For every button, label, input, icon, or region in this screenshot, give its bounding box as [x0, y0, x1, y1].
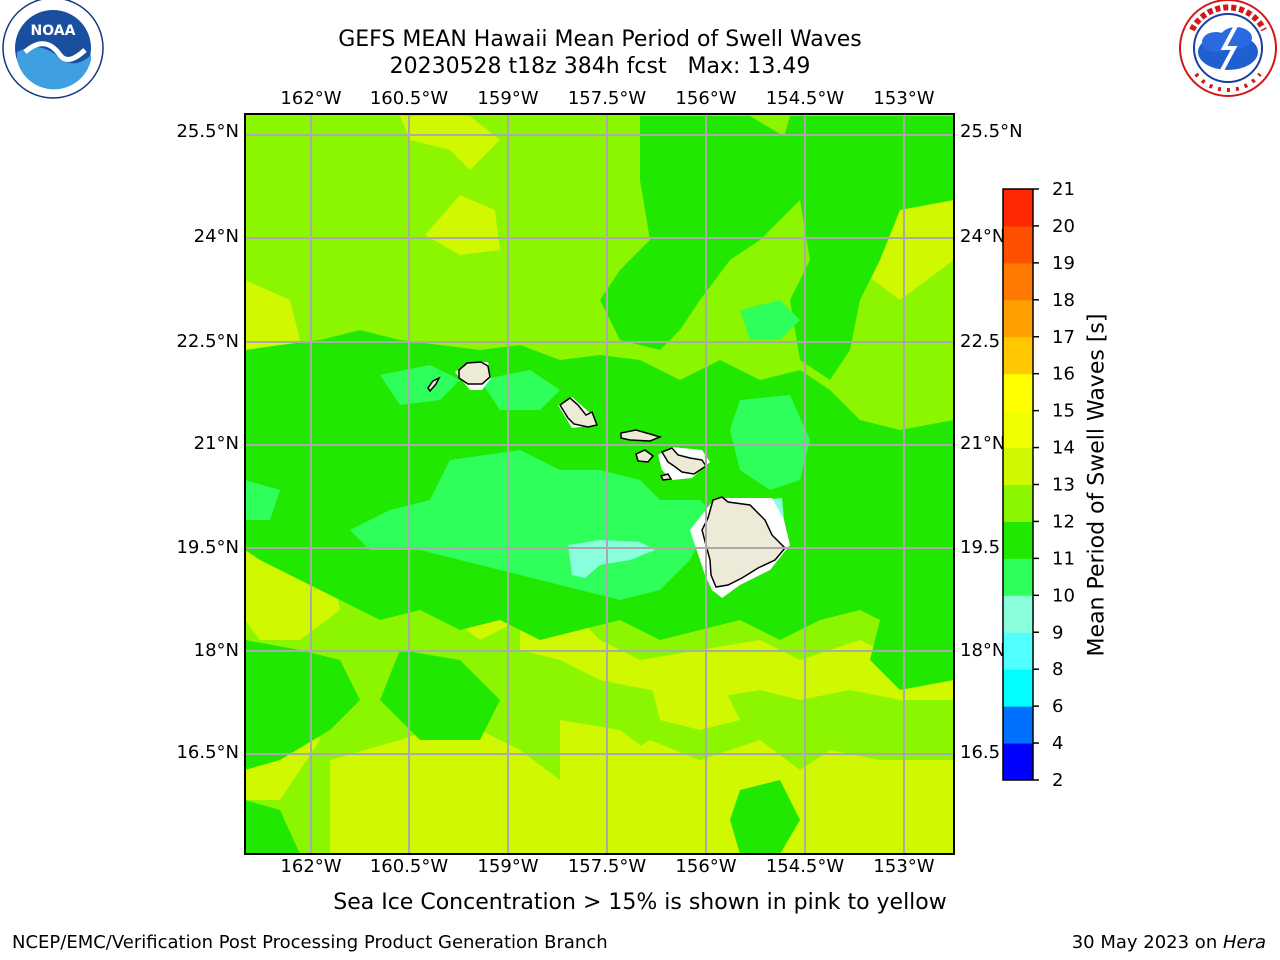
colorbar-tick-label: 2	[1052, 770, 1063, 791]
colorbar-segment	[1003, 521, 1033, 559]
land-islands	[427, 361, 787, 588]
colorbar-segment	[1003, 410, 1033, 449]
island-oahu	[558, 397, 599, 428]
colorbar-tick-label: 16	[1052, 364, 1075, 385]
lat-label-right: 18°N	[960, 640, 1006, 661]
colorbar-tick-label: 18	[1052, 290, 1075, 311]
colorbar-tick-label: 17	[1052, 327, 1075, 348]
island-kahoolawe	[659, 473, 673, 481]
lat-label-right: 25.5°N	[960, 121, 1023, 142]
colorbar-segment	[1003, 373, 1033, 412]
island-molokai	[620, 429, 663, 442]
footer-date-text: 30 May 2023 on	[1071, 932, 1223, 953]
lat-label-left: 21°N	[193, 433, 239, 454]
colorbar-tick-label: 11	[1052, 548, 1075, 569]
colorbar-segment	[1003, 225, 1033, 264]
lon-label-top: 156°W	[675, 88, 737, 109]
colorbar-tick-label: 14	[1052, 438, 1075, 459]
noaa-logo-icon: NOAA	[2, 0, 104, 99]
island-kauai	[458, 361, 491, 385]
colorbar-tick-label: 19	[1052, 253, 1075, 274]
grid-lines	[245, 114, 954, 854]
lat-label-left: 25.5°N	[176, 121, 239, 142]
lat-label-right: 16.5	[960, 742, 1001, 763]
chart-title: GEFS MEAN Hawaii Mean Period of Swell Wa…	[338, 27, 862, 52]
lat-label-left: 18°N	[193, 640, 239, 661]
chart-subtitle: 20230528 t18z 384h fcst Max: 13.49	[389, 54, 811, 79]
lat-label-right: 19.5	[960, 537, 1001, 558]
colorbar-tick-label: 6	[1052, 696, 1063, 717]
contour-10-11	[245, 300, 810, 600]
footer-date: 30 May 2023 on Hera	[1072, 932, 1266, 953]
colorbar-tick-label: 20	[1052, 216, 1075, 237]
colorbar-tick-label: 21	[1052, 179, 1075, 200]
lon-label-bottom: 160.5°W	[369, 856, 449, 877]
lat-label-left: 16.5°N	[176, 742, 239, 763]
lat-label-right: 21°N	[960, 433, 1006, 454]
colorbar-segment	[1003, 595, 1033, 633]
lon-label-bottom: 153°W	[873, 856, 935, 877]
sea-ice-note: Sea Ice Concentration > 15% is shown in …	[333, 890, 947, 915]
nws-logo-icon	[1179, 0, 1277, 97]
footer-host: Hera	[1222, 932, 1266, 953]
colorbar-segment	[1003, 632, 1033, 670]
colorbar-segment	[1003, 743, 1033, 781]
colorbar-segment	[1003, 189, 1033, 227]
lon-label-bottom: 159°W	[477, 856, 539, 877]
lat-label-right: 24°N	[960, 226, 1006, 247]
map-frame	[244, 113, 955, 855]
colorbar-tick-label: 9	[1052, 622, 1063, 643]
noaa-logo-text: NOAA	[31, 23, 76, 39]
island-lanai	[635, 449, 655, 463]
colorbar-segment	[1003, 262, 1033, 301]
lon-label-top: 160.5°W	[369, 88, 449, 109]
colorbar-segment	[1003, 447, 1033, 485]
colorbar-segment	[1003, 669, 1033, 707]
lon-label-bottom: 162°W	[280, 856, 342, 877]
colorbar-segment	[1003, 558, 1033, 596]
lat-label-left: 22.5°N	[176, 331, 239, 352]
colorbar-label: Mean Period of Swell Waves [s]	[1084, 313, 1110, 657]
lat-label-left: 24°N	[193, 226, 239, 247]
colorbar-tick-label: 8	[1052, 659, 1063, 680]
colorbar-tick-label: 10	[1052, 585, 1075, 606]
colorbar-segment	[1003, 336, 1033, 375]
lat-label-right: 22.5	[960, 331, 1001, 352]
lon-label-bottom: 154.5°W	[765, 856, 845, 877]
colorbar-tick-label: 12	[1052, 511, 1075, 532]
lon-label-top: 162°W	[280, 88, 342, 109]
colorbar-segment	[1003, 706, 1033, 744]
lon-label-top: 159°W	[477, 88, 539, 109]
island-niihau	[427, 376, 441, 393]
colorbar-tick-label: 4	[1052, 733, 1063, 754]
lon-label-top: 157.5°W	[567, 88, 647, 109]
lon-label-top: 153°W	[873, 88, 935, 109]
colorbar-tick-label: 13	[1052, 475, 1075, 496]
colorbar-segment	[1003, 299, 1033, 338]
colorbar-tick-label: 15	[1052, 401, 1075, 422]
lat-label-left: 19.5°N	[176, 537, 239, 558]
colorbar-segment	[1003, 484, 1033, 522]
lon-label-top: 154.5°W	[765, 88, 845, 109]
lon-label-bottom: 157.5°W	[567, 856, 647, 877]
footer-credit: NCEP/EMC/Verification Post Processing Pr…	[12, 932, 608, 953]
lon-label-bottom: 156°W	[675, 856, 737, 877]
